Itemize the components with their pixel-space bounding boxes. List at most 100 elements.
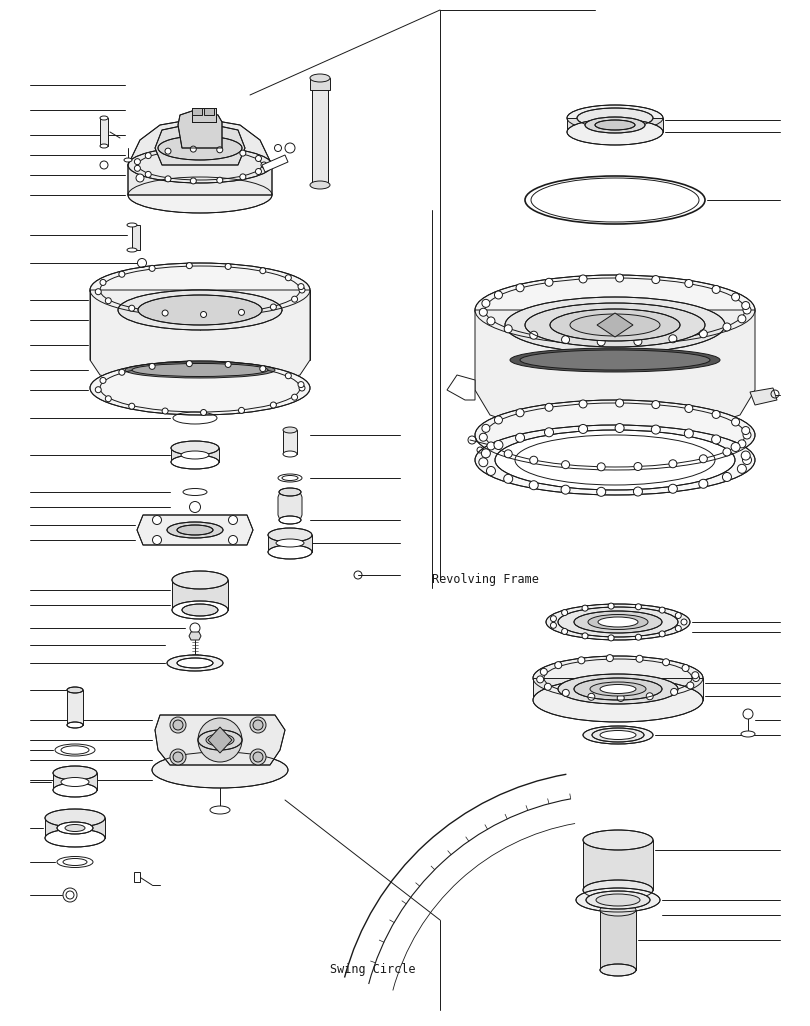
Circle shape [693, 674, 700, 681]
Ellipse shape [53, 766, 97, 780]
Ellipse shape [127, 248, 137, 252]
Ellipse shape [279, 488, 301, 496]
Circle shape [504, 325, 512, 332]
Circle shape [255, 156, 262, 161]
Ellipse shape [127, 223, 137, 227]
Circle shape [149, 363, 155, 369]
Circle shape [504, 449, 512, 458]
Ellipse shape [310, 74, 330, 82]
Ellipse shape [138, 295, 262, 325]
Circle shape [597, 463, 605, 471]
Ellipse shape [558, 674, 678, 704]
Ellipse shape [118, 290, 282, 330]
Polygon shape [447, 374, 475, 400]
Ellipse shape [583, 726, 653, 744]
Ellipse shape [67, 722, 83, 728]
Ellipse shape [152, 752, 288, 788]
Ellipse shape [600, 684, 636, 694]
Circle shape [170, 749, 186, 765]
Circle shape [298, 283, 304, 289]
Circle shape [681, 619, 687, 625]
Circle shape [676, 613, 681, 619]
Circle shape [494, 416, 502, 424]
Circle shape [669, 334, 677, 343]
Bar [192, 108, 216, 122]
Circle shape [544, 428, 553, 437]
Circle shape [615, 424, 625, 433]
Circle shape [544, 683, 552, 690]
Ellipse shape [525, 303, 705, 347]
Circle shape [607, 655, 613, 662]
Circle shape [299, 287, 305, 293]
Ellipse shape [172, 571, 228, 589]
Circle shape [597, 487, 606, 497]
Circle shape [134, 159, 140, 165]
Bar [192, 108, 202, 115]
Polygon shape [189, 632, 201, 640]
Ellipse shape [158, 136, 242, 160]
Circle shape [692, 672, 699, 679]
Circle shape [635, 603, 642, 609]
Ellipse shape [279, 516, 301, 524]
Circle shape [240, 173, 245, 180]
Ellipse shape [177, 658, 213, 668]
Circle shape [494, 440, 503, 449]
Circle shape [515, 433, 525, 442]
Circle shape [487, 442, 495, 450]
Polygon shape [178, 110, 222, 148]
Circle shape [684, 404, 693, 412]
Circle shape [588, 694, 595, 701]
Bar [204, 108, 214, 115]
Ellipse shape [283, 427, 297, 433]
Ellipse shape [583, 830, 653, 850]
Circle shape [228, 536, 237, 545]
Circle shape [162, 310, 168, 316]
Circle shape [743, 709, 753, 719]
Polygon shape [583, 840, 653, 890]
Circle shape [659, 607, 665, 614]
Circle shape [737, 465, 746, 473]
Circle shape [96, 288, 101, 294]
Circle shape [652, 400, 660, 408]
Circle shape [682, 665, 689, 671]
Circle shape [482, 425, 490, 432]
Ellipse shape [600, 964, 636, 976]
Ellipse shape [171, 441, 219, 455]
Circle shape [633, 487, 642, 496]
Circle shape [285, 275, 292, 281]
Circle shape [250, 717, 266, 733]
Ellipse shape [57, 822, 93, 834]
Circle shape [481, 448, 490, 458]
Circle shape [186, 263, 192, 269]
Circle shape [669, 460, 677, 468]
Circle shape [253, 720, 263, 731]
Ellipse shape [574, 678, 662, 700]
Ellipse shape [128, 147, 272, 183]
Circle shape [530, 331, 538, 340]
Ellipse shape [90, 361, 310, 415]
Circle shape [238, 310, 245, 315]
Circle shape [152, 515, 161, 524]
Ellipse shape [128, 177, 272, 213]
Circle shape [699, 455, 707, 463]
Ellipse shape [475, 275, 755, 345]
Circle shape [190, 146, 196, 152]
Ellipse shape [283, 451, 297, 457]
Circle shape [579, 400, 587, 408]
Circle shape [240, 150, 245, 156]
Circle shape [165, 148, 171, 154]
Circle shape [579, 275, 587, 283]
Circle shape [129, 305, 134, 311]
Circle shape [529, 481, 538, 489]
Ellipse shape [182, 604, 218, 616]
Bar [310, 78, 330, 90]
Ellipse shape [510, 348, 720, 372]
Polygon shape [53, 773, 97, 790]
Ellipse shape [585, 117, 645, 133]
Circle shape [545, 278, 553, 286]
Circle shape [105, 396, 111, 402]
Ellipse shape [198, 731, 242, 750]
Circle shape [480, 433, 488, 441]
Ellipse shape [132, 363, 268, 377]
Circle shape [537, 676, 544, 683]
